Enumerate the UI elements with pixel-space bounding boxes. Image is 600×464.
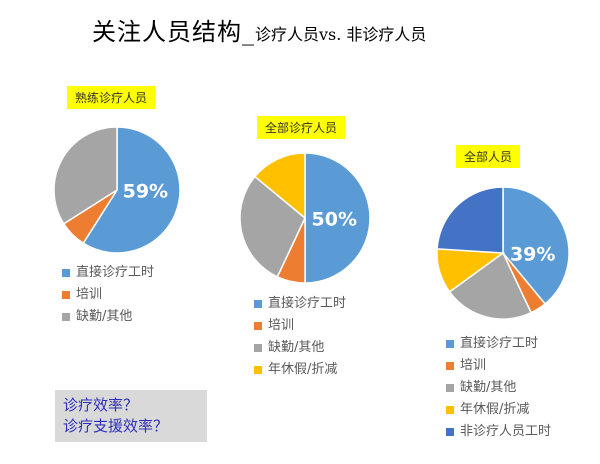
pie-slice-4 — [253, 152, 306, 220]
pie-slice-3 — [448, 251, 533, 320]
title-main: 关注人员结构_ — [92, 18, 255, 46]
legend-swatch-icon — [254, 300, 262, 308]
legend-swatch-icon — [446, 406, 454, 414]
legend-item: 培训 — [254, 315, 346, 337]
legend-label: 直接诊疗工时 — [268, 296, 347, 311]
pie-slice-3 — [53, 126, 118, 225]
legend-item: 年休假/折减 — [446, 399, 551, 421]
legend-item: 直接诊疗工时 — [254, 293, 346, 315]
legend-item: 缺勤/其他 — [254, 337, 346, 359]
legend-item: 年休假/折减 — [254, 359, 346, 381]
pie-center-label: 39% — [510, 244, 555, 266]
legend-item: 缺勤/其他 — [446, 377, 551, 399]
legend-item: 直接诊疗工时 — [446, 333, 551, 355]
pie-slice-1 — [502, 186, 570, 305]
chart-1-legend: 直接诊疗工时 培训缺勤/其他 — [62, 262, 154, 328]
legend-label: 非诊疗人员工时 — [460, 424, 552, 439]
legend-swatch-icon — [62, 291, 70, 299]
legend-label: 直接诊疗工时 — [460, 336, 539, 351]
legend-swatch-icon — [62, 269, 70, 277]
legend-swatch-icon — [446, 428, 454, 436]
legend-label: 缺勤/其他 — [268, 340, 325, 355]
pie-slice-1 — [304, 152, 371, 284]
pie-center-label: 50% — [312, 209, 357, 231]
legend-label: 年休假/折减 — [268, 362, 338, 377]
legend-swatch-icon — [446, 384, 454, 392]
legend-item: 直接诊疗工时 — [62, 262, 154, 284]
legend-swatch-icon — [254, 366, 262, 374]
note-box: 诊疗效率？ 诊疗支援效率？ — [55, 390, 207, 442]
legend-swatch-icon — [446, 362, 454, 370]
pie-slice-3 — [239, 175, 306, 278]
legend-item: 培训 — [62, 284, 154, 306]
chart-3-tag: 全部人员 — [456, 145, 521, 168]
legend-label: 直接诊疗工时 — [76, 265, 155, 280]
chart-1-tag: 熟练诊疗人员 — [67, 86, 156, 109]
legend-label: 缺勤/其他 — [76, 309, 133, 324]
legend-swatch-icon — [446, 340, 454, 348]
chart-3-legend: 直接诊疗工时 培训缺勤/其他年休假/折减非诊疗人员工时 — [446, 333, 551, 443]
legend-swatch-icon — [254, 344, 262, 352]
chart-2-tag: 全部诊疗人员 — [257, 116, 346, 139]
pie-center-label: 59% — [123, 181, 168, 203]
legend-label: 年休假/折减 — [460, 402, 530, 417]
legend-label: 缺勤/其他 — [460, 380, 517, 395]
chart-2-legend: 直接诊疗工时 培训缺勤/其他年休假/折减 — [254, 293, 346, 381]
legend-swatch-icon — [254, 322, 262, 330]
legend-swatch-icon — [62, 313, 70, 321]
legend-label: 培训 — [460, 358, 487, 373]
legend-item: 缺勤/其他 — [62, 306, 154, 328]
note-line-2: 诊疗支援效率？ — [63, 417, 169, 435]
legend-label: 培训 — [76, 287, 103, 302]
legend-item: 培训 — [446, 355, 551, 377]
legend-item: 非诊疗人员工时 — [446, 421, 551, 443]
pie-slice-1 — [82, 126, 181, 254]
note-line-1: 诊疗效率？ — [63, 396, 139, 414]
pie-slice-5 — [436, 186, 504, 254]
title-sub: 诊疗人员vs. 非诊疗人员 — [255, 25, 427, 44]
page-title: 关注人员结构_诊疗人员vs. 非诊疗人员 — [92, 12, 426, 47]
legend-label: 培训 — [268, 318, 295, 333]
